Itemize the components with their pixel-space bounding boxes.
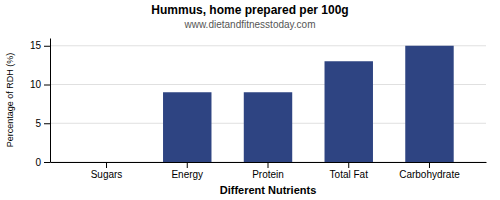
bar: [405, 46, 453, 162]
x-tick-mark: [429, 162, 430, 168]
chart: Hummus, home prepared per 100g www.dietan…: [0, 0, 500, 200]
plot: Sugars Energy Protein Total Fat Carbohydrate…: [30, 39, 487, 181]
x-tick: Energy: [171, 162, 203, 180]
y-tick-mark: [44, 123, 50, 124]
bar: [163, 92, 211, 162]
x-tick-label: Protein: [252, 169, 284, 180]
y-tick-mark: [44, 85, 50, 86]
y-tick: 10: [30, 79, 50, 90]
y-tick-label: 0: [35, 157, 41, 168]
bar: [244, 92, 292, 162]
bar: [82, 162, 130, 163]
x-axis: Sugars Energy Protein Total Fat Carbohydrate: [51, 162, 487, 180]
y-tick-label: 5: [35, 118, 41, 129]
y-axis: 0 5 10 15: [30, 39, 51, 168]
y-tick-mark: [44, 162, 50, 163]
x-axis-title: Different Nutrients: [220, 184, 317, 196]
x-tick: Protein: [252, 162, 284, 180]
y-tick: 5: [35, 118, 50, 129]
x-tick-label: Total Fat: [330, 169, 369, 180]
y-tick-label: 15: [30, 40, 42, 51]
y-tick-mark: [44, 46, 50, 47]
x-tick-mark: [268, 162, 269, 168]
bars: [163, 46, 454, 162]
y-axis-line: [50, 39, 51, 163]
y-tick: 15: [30, 40, 50, 51]
subtitle: www.dietandfitnesstoday.com: [184, 19, 316, 30]
y-tick-label: 10: [30, 79, 42, 90]
title: Hummus, home prepared per 100g: [151, 3, 348, 17]
x-tick-label: Energy: [171, 169, 203, 180]
y-tick: 0: [35, 157, 50, 168]
x-tick-label: Carbohydrate: [399, 169, 460, 180]
x-tick-mark: [348, 162, 349, 168]
x-tick-label: Sugars: [91, 169, 123, 180]
x-tick-mark: [187, 162, 188, 168]
grid: [50, 46, 486, 162]
x-tick: Total Fat: [330, 162, 369, 180]
x-tick: Sugars: [91, 162, 123, 180]
y-axis-title: Percentage of RDH (%): [5, 53, 15, 148]
x-tick-mark: [106, 162, 107, 168]
bar: [325, 61, 373, 162]
x-tick: Carbohydrate: [399, 162, 460, 180]
